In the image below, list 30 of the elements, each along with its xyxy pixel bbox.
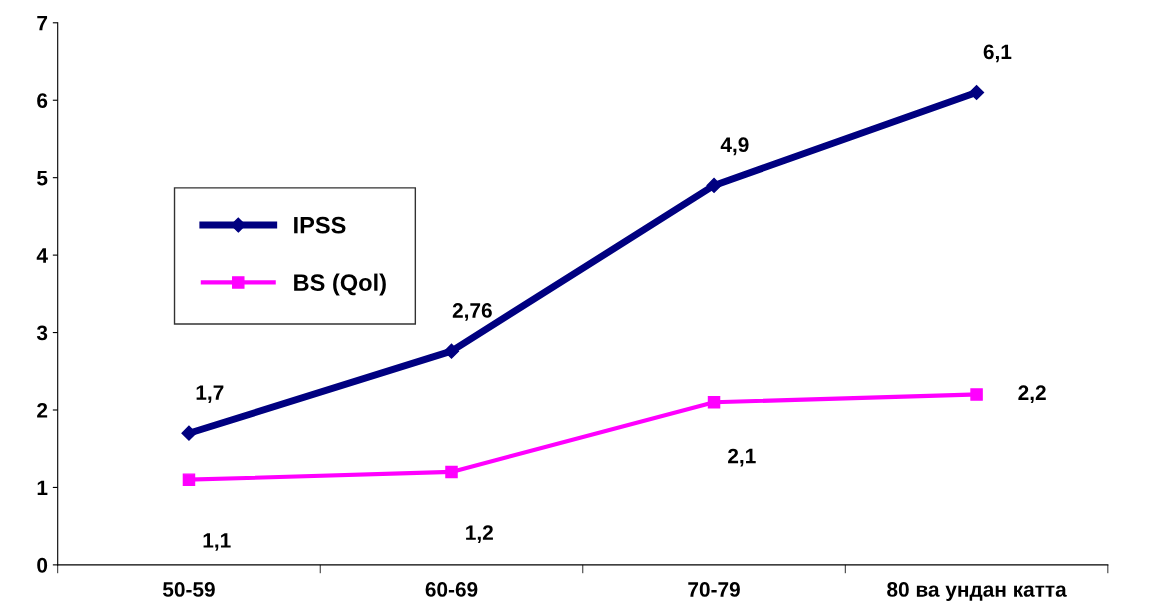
- data-label: 6,1: [983, 44, 1012, 63]
- y-tick-label: 3: [36, 325, 48, 341]
- data-label: 1,2: [466, 525, 493, 544]
- data-label: 1,7: [196, 385, 224, 403]
- x-tick-label: 80 ва ундан катта: [887, 582, 1067, 601]
- y-tick-label: 0: [37, 557, 48, 573]
- point: [181, 425, 197, 441]
- point: [445, 465, 458, 479]
- point: [443, 343, 460, 359]
- legend-label: BS (Qol): [294, 273, 386, 296]
- data-label: 1,1: [203, 533, 231, 551]
- y-tick-label: 1: [37, 480, 48, 495]
- y-tick-label: 5: [37, 170, 48, 186]
- y-tick-label: 2: [37, 402, 48, 418]
- point: [706, 177, 722, 193]
- point: [707, 395, 721, 409]
- y-tick-label: 7: [37, 16, 48, 31]
- x-tick-label: 50-59: [162, 582, 215, 597]
- data-label: 2,76: [452, 303, 492, 321]
- x-tick-label: 60-69: [425, 582, 478, 597]
- y-tick-label: 4: [36, 248, 48, 263]
- point: [969, 84, 985, 101]
- x-tick-label: 70-79: [688, 582, 740, 597]
- data-label: 2,2: [1018, 385, 1046, 404]
- y-tick-label: 6: [37, 93, 48, 108]
- point: [182, 473, 196, 486]
- legend-label: IPSS: [294, 216, 346, 234]
- data-label: 4,9: [720, 137, 749, 156]
- data-label: 2,1: [728, 448, 756, 467]
- point: [970, 388, 983, 401]
